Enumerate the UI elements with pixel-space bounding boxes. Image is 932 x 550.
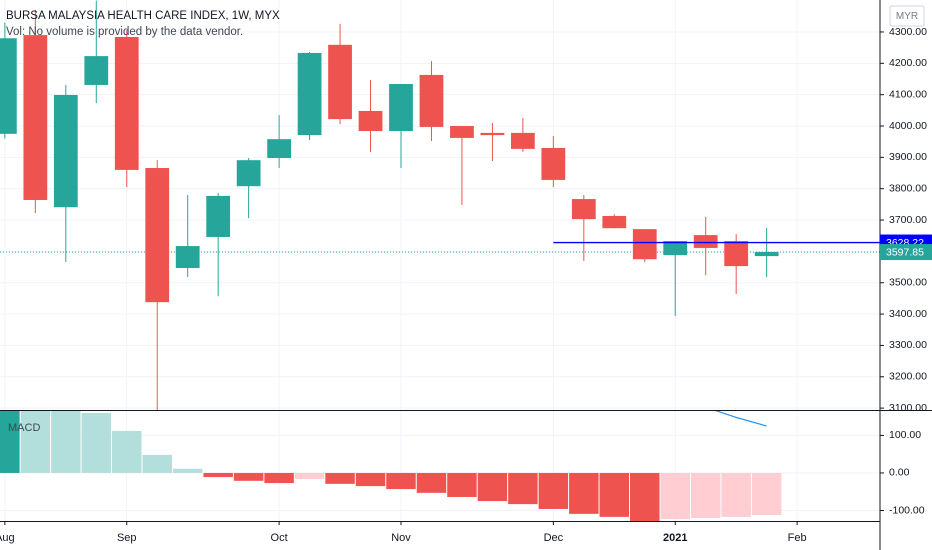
histogram-bar	[172, 468, 203, 473]
currency: MYR	[896, 11, 918, 22]
macd-line	[715, 411, 767, 427]
candle-body	[541, 147, 566, 180]
y-tick-label: 3500.00	[889, 277, 927, 289]
histogram-bar	[112, 430, 142, 473]
y-tick-label: 100.00	[889, 429, 921, 441]
candle-body	[419, 74, 444, 127]
histogram-bar	[569, 472, 599, 514]
histogram-bar	[599, 472, 630, 517]
candle-body	[206, 195, 231, 237]
candle-body	[145, 168, 170, 303]
currency-box[interactable]	[889, 5, 925, 27]
x-tick-label: Oct	[271, 532, 288, 544]
price-tag-label: 3597.85	[886, 246, 924, 258]
candle-body	[480, 132, 505, 136]
price-pane	[0, 0, 880, 410]
chart-title: BURSA MALAYSIA HEALTH CARE INDEX, 1W, MY…	[6, 10, 280, 22]
histogram-bar	[325, 472, 355, 484]
histogram-bar	[690, 472, 721, 518]
candle-body	[297, 52, 322, 136]
histogram-bar	[142, 454, 172, 473]
histogram-bar	[233, 472, 264, 481]
candle-body	[23, 35, 48, 200]
histogram-bar	[20, 411, 51, 473]
candle-body	[632, 229, 657, 260]
candle-body	[175, 246, 200, 269]
candle-body	[53, 94, 78, 208]
histogram-bar	[477, 472, 508, 502]
histogram-bar	[81, 412, 112, 473]
histogram-bar	[264, 472, 294, 484]
histogram-bar	[721, 472, 751, 517]
y-tick-label: 3200.00	[889, 371, 927, 383]
histogram-bar	[203, 472, 233, 478]
candle-body	[602, 215, 627, 229]
x-tick-label: Dec	[544, 532, 564, 544]
macd-pane	[0, 411, 782, 521]
candle-body	[236, 160, 261, 187]
y-tick-label: 4000.00	[889, 120, 927, 132]
histogram-bar	[294, 472, 325, 479]
macd-label: MACD	[8, 422, 40, 434]
y-tick-label: 4300.00	[889, 26, 927, 38]
candle-body	[84, 56, 109, 85]
candle-body	[0, 38, 17, 134]
y-tick-label: 3700.00	[889, 214, 927, 226]
histogram-bar	[630, 472, 660, 521]
histogram-bar	[386, 472, 416, 490]
histogram-bar	[447, 472, 477, 497]
histogram-bar	[751, 472, 782, 515]
y-tick-label: 3900.00	[889, 151, 927, 163]
candle-body	[450, 126, 474, 138]
histogram-bar	[416, 472, 447, 493]
price-tag	[880, 244, 932, 261]
y-tick-label: 3400.00	[889, 308, 927, 320]
histogram-bar	[0, 411, 20, 473]
y-tick-label: 0.00	[889, 467, 910, 479]
y-tick-label: 4100.00	[889, 88, 927, 100]
x-tick-label: Aug	[0, 532, 15, 544]
candle-body	[693, 235, 718, 248]
candle-body	[114, 36, 139, 170]
y-tick-label: 3100.00	[889, 402, 927, 414]
candle-body	[724, 241, 749, 267]
y-tick-label: -100.00	[889, 504, 925, 516]
chart-subtitle: Vol: No volume is provided by the data v…	[6, 26, 243, 38]
histogram-bar	[538, 472, 569, 509]
histogram-bar	[508, 472, 538, 505]
labels: BURSA MALAYSIA HEALTH CARE INDEX, 1W, MY…	[6, 10, 280, 434]
candle-body	[267, 139, 291, 158]
candle-body	[571, 199, 596, 220]
x-tick-label: Sep	[117, 532, 137, 544]
y-tick-label: 4200.00	[889, 57, 927, 69]
histogram-bar	[51, 411, 81, 473]
candle-body	[663, 241, 688, 256]
candle-body	[754, 252, 779, 257]
y-tick-label: 3800.00	[889, 182, 927, 194]
histogram-bar	[660, 472, 690, 520]
candle-body	[358, 110, 383, 132]
candle-body	[328, 44, 352, 120]
x-tick-label: Feb	[788, 532, 807, 544]
x-tick-label: 2021	[663, 532, 687, 544]
y-tick-label: 3300.00	[889, 339, 927, 351]
histogram-bar	[355, 472, 386, 487]
candle-body	[389, 84, 413, 132]
x-tick-label: Nov	[391, 532, 411, 544]
candle-body	[510, 132, 535, 149]
